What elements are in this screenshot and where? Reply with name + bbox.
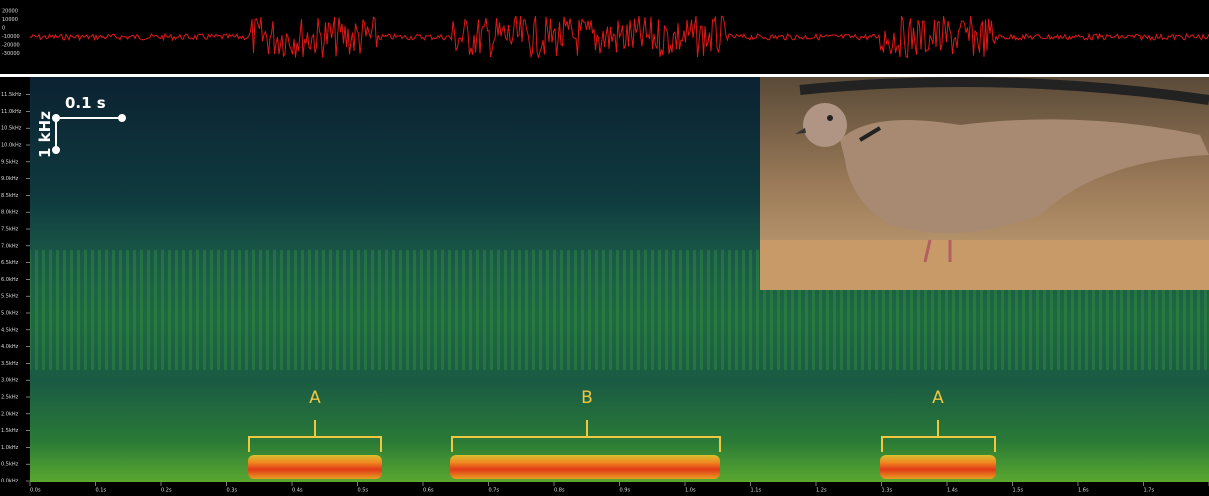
separator: [0, 74, 1209, 77]
frequency-label: 6.5kHz: [1, 260, 19, 266]
frequency-label: 9.5kHz: [1, 159, 19, 165]
frequency-label: 11.5kHz: [1, 92, 22, 98]
time-label: 1.0s: [685, 488, 696, 494]
brackets: [248, 420, 996, 452]
amplitude-label: 10000: [2, 17, 18, 23]
time-label: 0.5s: [358, 488, 369, 494]
energy-band: [880, 455, 996, 479]
frequency-label: 2.0kHz: [1, 411, 19, 417]
annotation: A: [932, 388, 944, 408]
amplitude-label: -20000: [2, 43, 20, 49]
waveform: [29, 15, 1209, 59]
time-axis: 0.0s 0.1s 0.2s 0.3s 0.4s 0.5s 0.6s 0.7s 0.8s 0.9s…: [29, 482, 1209, 494]
frequency-label: 1.5kHz: [1, 428, 19, 434]
frequency-label: 10.5kHz: [1, 126, 22, 132]
time-label: 1.4s: [947, 488, 958, 494]
time-label: 1.6s: [1078, 488, 1089, 494]
frequency-label: 0.0kHz: [1, 479, 19, 485]
energy-band: [450, 455, 720, 479]
annotation: B: [581, 388, 593, 408]
energy-band: [248, 455, 382, 479]
amplitude-label: -10000: [2, 34, 20, 40]
frequency-label: 7.5kHz: [1, 227, 19, 233]
time-label: 0.8s: [554, 488, 565, 494]
time-label: 1.3s: [882, 488, 893, 494]
amplitude-label: 0: [2, 26, 5, 32]
dove-photo: [760, 77, 1209, 290]
time-label: 0.0s: [30, 488, 41, 494]
waveform-panel: [0, 0, 1209, 75]
frequency-axis-panel: [0, 77, 30, 482]
frequency-label: 6.0kHz: [1, 277, 19, 283]
scale-frequency: 1 kHz: [36, 111, 54, 158]
frequency-label: 4.0kHz: [1, 344, 19, 350]
time-label: 0.3s: [227, 488, 238, 494]
frequency-label: 2.5kHz: [1, 395, 19, 401]
frequency-label: 5.5kHz: [1, 294, 19, 300]
time-label: 0.1s: [96, 488, 107, 494]
time-label: 0.7s: [489, 488, 500, 494]
time-label: 1.1s: [751, 488, 762, 494]
frequency-label: 9.0kHz: [1, 176, 19, 182]
annotation: A: [309, 388, 321, 408]
frequency-label: 7.0kHz: [1, 243, 19, 249]
amplitude-axis: 20000 10000 0 -10000 -20000 -30000: [2, 9, 20, 58]
amplitude-label: 20000: [2, 9, 18, 15]
frequency-label: 1.0kHz: [1, 445, 19, 451]
frequency-label: 10.0kHz: [1, 143, 22, 149]
time-label: 0.4s: [292, 488, 303, 494]
time-label: 1.5s: [1013, 488, 1024, 494]
time-axis-panel: [0, 482, 1209, 496]
frequency-label: 0.5kHz: [1, 462, 19, 468]
scale-bar: [52, 114, 126, 154]
frequency-axis: 0.0kHz 0.5kHz 1.0kHz 1.5kHz 2.0kHz 2.5kHz 3.0k…: [1, 92, 30, 485]
frequency-label: 8.5kHz: [1, 193, 19, 199]
amplitude-label: -30000: [2, 51, 20, 57]
time-label: 0.2s: [161, 488, 172, 494]
frequency-label: 3.5kHz: [1, 361, 19, 367]
time-label: 1.7s: [1144, 488, 1155, 494]
time-label: 1.2s: [816, 488, 827, 494]
frequency-label: 4.5kHz: [1, 327, 19, 333]
frequency-label: 11.0kHz: [1, 109, 22, 115]
time-label: 0.9s: [620, 488, 631, 494]
frequency-label: 3.0kHz: [1, 378, 19, 384]
scale-time: 0.1 s: [65, 94, 106, 112]
frequency-label: 8.0kHz: [1, 210, 19, 216]
time-label: 0.6s: [423, 488, 434, 494]
frequency-label: 5.0kHz: [1, 311, 19, 317]
